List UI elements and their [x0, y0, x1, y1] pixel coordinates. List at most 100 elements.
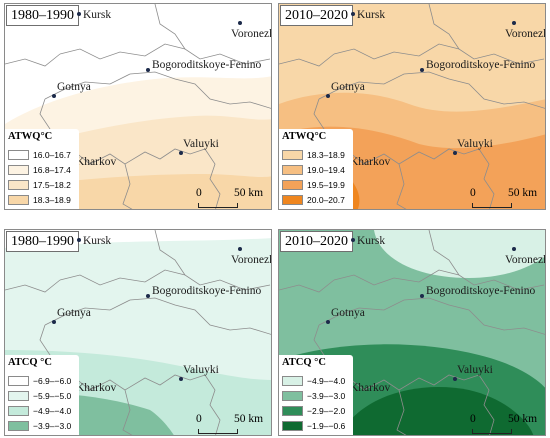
legend-swatch: [8, 179, 29, 190]
city-marker: [146, 68, 150, 72]
legend-label: 19.5–19.9: [307, 179, 345, 190]
city-valuyki: Valuyki: [183, 138, 219, 150]
city-valuyki: Valuyki: [457, 364, 493, 376]
city-kharkov: Kharkov: [76, 382, 117, 394]
scale-bar-line: [472, 203, 512, 208]
city-marker: [453, 151, 457, 155]
legend-item: 17.5–18.2: [8, 177, 76, 192]
city-voronezh: Voronezh: [505, 28, 546, 40]
scale-bar-line: [198, 429, 238, 434]
city-kursk: Kursk: [83, 9, 112, 21]
city-marker: [179, 377, 183, 381]
legend-label: −5.9–−5.0: [33, 390, 72, 401]
city-valuyki: Valuyki: [183, 364, 219, 376]
legend-swatch: [282, 375, 303, 386]
scale-bar: 0 50 km: [470, 413, 545, 435]
legend-item: −3.9–−3.0: [8, 418, 76, 433]
legend-label: −4.9–−4.0: [33, 405, 72, 416]
scale-zero-label: 0: [470, 187, 476, 199]
city-bogoroditskoye-fenino: Bogoroditskoye-Fenino: [152, 59, 262, 71]
city-voronezh: Voronezh: [505, 254, 546, 266]
scale-bar-line: [472, 429, 512, 434]
city-bogoroditskoye-fenino: Bogoroditskoye-Fenino: [426, 285, 536, 297]
scale-distance-label: 50 km: [508, 187, 538, 199]
period-label: 2010–2020: [280, 5, 353, 26]
legend-swatch: [282, 390, 303, 401]
city-kharkov: Kharkov: [76, 156, 117, 168]
scale-bar: 0 50 km: [196, 413, 271, 435]
map-panel-atcq-2010-2020: 2010–2020 Kursk Voronezh Bogoroditskoye-…: [278, 229, 546, 436]
scale-bar: 0 50 km: [196, 187, 271, 209]
legend-label: 19.0–19.4: [307, 164, 345, 175]
legend-swatch: [8, 149, 29, 160]
city-gotnya: Gotnya: [57, 307, 91, 319]
legend-item: −4.9–−4.0: [282, 373, 350, 388]
city-marker: [238, 21, 242, 25]
city-marker: [52, 320, 56, 324]
legend-item: 19.5–19.9: [282, 177, 350, 192]
scale-distance-label: 50 km: [234, 413, 264, 425]
city-valuyki: Valuyki: [457, 138, 493, 150]
legend-item: −2.9–−2.0: [282, 403, 350, 418]
city-marker: [326, 320, 330, 324]
legend-label: −1.9–−0.6: [307, 420, 346, 431]
legend-title: ATCQ °C: [282, 357, 326, 368]
scale-zero-label: 0: [196, 413, 202, 425]
city-marker: [77, 12, 81, 16]
city-kursk: Kursk: [83, 235, 112, 247]
legend-item: −6.9–−6.0: [8, 373, 76, 388]
legend-title: ATWQ°C: [8, 131, 53, 142]
legend-label: 20.0–20.7: [307, 194, 345, 205]
legend-label: 16.0–16.7: [33, 149, 71, 160]
city-marker: [351, 12, 355, 16]
legend-swatch: [282, 405, 303, 416]
legend-swatch: [282, 149, 303, 160]
city-gotnya: Gotnya: [331, 81, 365, 93]
legend-label: −3.9–−3.0: [307, 390, 346, 401]
legend-label: −2.9–−2.0: [307, 405, 346, 416]
legend-item: 20.0–20.7: [282, 192, 350, 207]
city-gotnya: Gotnya: [57, 81, 91, 93]
map-panel-atcq-1980-1990: 1980–1990 Kursk Voronezh Bogoroditskoye-…: [4, 229, 272, 436]
city-marker: [420, 68, 424, 72]
scale-distance-label: 50 km: [234, 187, 264, 199]
legend-label: 18.3–18.9: [307, 149, 345, 160]
city-marker: [52, 94, 56, 98]
legend-label: 16.8–17.4: [33, 164, 71, 175]
legend-item: 16.8–17.4: [8, 162, 76, 177]
map-panel-atwq-2010-2020: 2010–2020 Kursk Voronezh Bogoroditskoye-…: [278, 3, 546, 210]
legend: ATCQ °C −4.9–−4.0 −3.9–−3.0 −2.9–−2.0 −1…: [279, 355, 353, 435]
city-marker: [512, 247, 516, 251]
legend-swatch: [8, 164, 29, 175]
city-voronezh: Voronezh: [231, 254, 272, 266]
city-kursk: Kursk: [357, 235, 386, 247]
legend-item: −3.9–−3.0: [282, 388, 350, 403]
period-label: 2010–2020: [280, 231, 353, 252]
legend-swatch: [8, 194, 29, 205]
city-marker: [77, 238, 81, 242]
city-kursk: Kursk: [357, 9, 386, 21]
legend-swatch: [8, 420, 29, 431]
city-marker: [238, 247, 242, 251]
scale-distance-label: 50 km: [508, 413, 538, 425]
legend: ATWQ°C 18.3–18.9 19.0–19.4 19.5–19.9 20.…: [279, 129, 353, 209]
legend-label: 18.3–18.9: [33, 194, 71, 205]
legend-item: 16.0–16.7: [8, 147, 76, 162]
map-panel-atwq-1980-1990: 1980–1990 Kursk Voronezh Bogoroditskoye-…: [4, 3, 272, 210]
scale-bar-line: [198, 203, 238, 208]
legend-item: −4.9–−4.0: [8, 403, 76, 418]
legend-swatch: [282, 420, 303, 431]
legend: ATWQ°C 16.0–16.7 16.8–17.4 17.5–18.2 18.…: [5, 129, 79, 209]
legend-item: −1.9–−0.6: [282, 418, 350, 433]
city-marker: [453, 377, 457, 381]
city-marker: [512, 21, 516, 25]
zone-map: [5, 230, 271, 435]
city-bogoroditskoye-fenino: Bogoroditskoye-Fenino: [426, 59, 536, 71]
legend-item: 18.3–18.9: [282, 147, 350, 162]
city-voronezh: Voronezh: [231, 28, 272, 40]
legend-title: ATCQ °C: [8, 357, 52, 368]
legend-label: 17.5–18.2: [33, 179, 71, 190]
legend-swatch: [8, 375, 29, 386]
scale-zero-label: 0: [470, 413, 476, 425]
city-marker: [420, 294, 424, 298]
